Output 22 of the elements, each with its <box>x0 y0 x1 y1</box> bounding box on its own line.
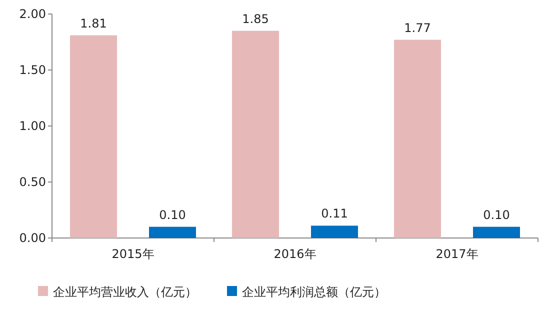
bar <box>394 40 441 238</box>
bar <box>232 30 279 238</box>
data-label: 0.10 <box>483 208 510 222</box>
data-label: 1.85 <box>242 12 269 26</box>
y-tick-label: 1.50 <box>19 63 46 77</box>
bar <box>70 35 117 238</box>
bar <box>149 226 196 238</box>
data-label: 1.77 <box>404 20 431 35</box>
legend-label: 企业平均营业收入（亿元） <box>53 285 197 299</box>
y-tick-label: 0.00 <box>19 231 46 245</box>
y-tick-label: 2.00 <box>19 7 46 21</box>
y-tick-label: 1.00 <box>19 119 46 133</box>
y-tick-label: 0.50 <box>19 175 46 189</box>
data-label: 1.81 <box>80 16 107 30</box>
data-label: 0.11 <box>321 206 348 221</box>
x-tick-label: 2015年 <box>112 247 154 261</box>
data-label: 0.10 <box>159 208 186 222</box>
bar <box>311 226 358 238</box>
bar <box>473 226 520 238</box>
x-tick-label: 2017年 <box>436 247 478 261</box>
legend-label: 企业平均利润总额（亿元） <box>242 285 386 299</box>
x-tick-label: 2016年 <box>274 247 316 261</box>
